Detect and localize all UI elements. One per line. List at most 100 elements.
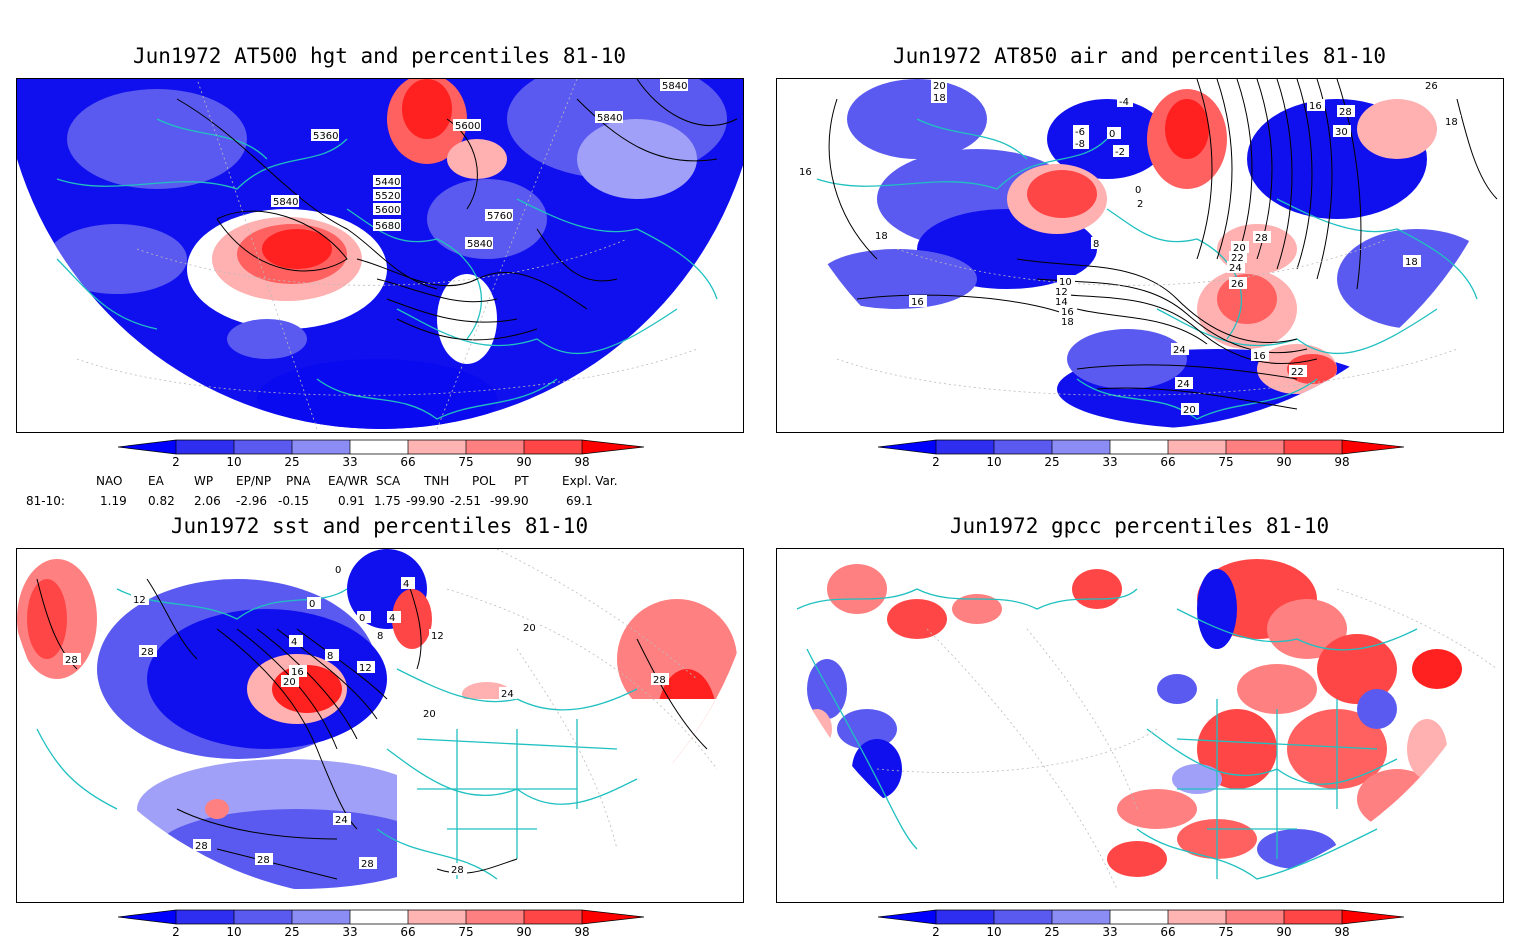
colorbar-bottom-left: 2 10 25 33 66 75 90 98 [117,909,645,945]
colorbar-label: 33 [1102,925,1118,939]
colorbar-label: 90 [516,455,532,469]
contour-label: 12 [359,663,372,674]
header-expl-var: Expl. Var. [562,474,618,488]
contour-label: 26 [1231,279,1244,290]
colorbar-label: 2 [172,455,180,469]
contour-label: 16 [911,297,924,308]
contour-label: 4 [403,579,409,590]
map-panel-gpcc [776,548,1504,903]
contour-label: 28 [1255,233,1268,244]
contour-label: 5840 [597,113,622,124]
header-wp: WP [194,474,214,488]
contour-label: 24 [501,689,514,700]
contour-label: 5680 [375,221,400,232]
colorbar-label: 98 [574,925,590,939]
colorbar-label: 66 [400,925,416,939]
contour-label: 22 [1231,253,1244,264]
colorbar-label: 2 [172,925,180,939]
contour-label: -2 [1115,147,1125,158]
panel-title-hgt: Jun1972 AT500 hgt and percentiles 81-10 [132,44,627,68]
colorbar-label: 33 [342,455,358,469]
contour-label: 8 [327,651,333,662]
contour-label: 28 [257,855,270,866]
colorbar-label: 10 [986,925,1002,939]
contour-label: 28 [653,675,666,686]
colorbar-label: 90 [1276,925,1292,939]
contour-label: 5840 [467,239,492,250]
contour-label: 20 [523,623,536,634]
colorbar-label: 98 [1334,925,1350,939]
value-nao: 1.19 [100,494,127,508]
row-label: 81-10: [26,494,65,508]
contour-label: 20 [1183,405,1196,416]
contour-label: 0 [335,565,341,576]
colorbar-label: 25 [1044,925,1060,939]
contour-label: 16 [1309,101,1322,112]
header-pna: PNA [286,474,311,488]
contour-label: 5600 [455,121,480,132]
contour-label: 12 [431,631,444,642]
colorbar-label: 25 [284,455,300,469]
contour-label: 24 [335,815,348,826]
contour-label: 18 [1405,257,1418,268]
value-sca: 1.75 [374,494,401,508]
value-epnp: -2.96 [236,494,268,508]
map-panel-air: 20 18 -4 -6 -8 0 -2 0 2 16 28 26 30 18 1… [776,78,1504,433]
header-pt: PT [514,474,529,488]
colorbar-label: 10 [226,925,242,939]
contour-label: 10 [1059,277,1072,288]
colorbar-label: 10 [226,455,242,469]
contour-label: 5440 [375,177,400,188]
contour-label: 28 [361,859,374,870]
contour-label: 8 [1093,239,1099,250]
colorbar-top-left: 2 10 25 33 66 75 90 98 [117,439,645,475]
colorbar-bottom-right: 2 10 25 33 66 75 90 98 [877,909,1405,945]
panel-title-air: Jun1972 AT850 air and percentiles 81-10 [892,44,1387,68]
contour-label: 26 [1425,81,1438,92]
contour-label: 0 [309,599,315,610]
contour-label: -6 [1075,127,1085,138]
contour-label: 24 [1173,345,1186,356]
contour-label: 20 [933,81,946,92]
contour-label: 5600 [375,205,400,216]
contour-label: 5520 [375,191,400,202]
contour-label: 20 [283,677,296,688]
colorbar-label: 2 [932,925,940,939]
value-pol: -2.51 [450,494,482,508]
contour-label: 0 [359,613,365,624]
contour-label: 16 [291,667,304,678]
colorbar-label: 25 [284,925,300,939]
contour-label: 8 [377,631,383,642]
colorbar-top-right: 2 10 25 33 66 75 90 98 [877,439,1405,475]
colorbar-label: 2 [932,455,940,469]
contour-label: 16 [1061,307,1074,318]
contour-label: 5840 [662,81,687,92]
colorbar-label: 25 [1044,455,1060,469]
contour-label: 16 [799,167,812,178]
header-ea: EA [148,474,164,488]
contour-label: 5840 [273,197,298,208]
header-epnp: EP/NP [236,474,272,488]
map-panel-sst: 28 20 12 0 0 4 8 12 0 4 28 4 8 12 16 20 … [16,548,744,903]
contour-label: 28 [141,647,154,658]
contour-label: 12 [1055,287,1068,298]
header-eawr: EA/WR [328,474,369,488]
value-tnh: -99.90 [406,494,445,508]
colorbar-label: 10 [986,455,1002,469]
contour-label: 16 [1253,351,1266,362]
contour-label: 28 [195,841,208,852]
contour-label: 18 [1061,317,1074,328]
value-expl-var: 69.1 [566,494,593,508]
header-sca: SCA [376,474,401,488]
header-nao: NAO [96,474,123,488]
colorbar-label: 33 [342,925,358,939]
colorbar-label: 98 [1334,455,1350,469]
value-wp: 2.06 [194,494,221,508]
colorbar-label: 75 [458,455,474,469]
header-tnh: TNH [424,474,450,488]
colorbar-label: 75 [458,925,474,939]
contour-label: 28 [65,655,78,666]
contour-label: 12 [133,595,146,606]
contour-label: 24 [1229,263,1242,274]
colorbar-label: 66 [400,455,416,469]
